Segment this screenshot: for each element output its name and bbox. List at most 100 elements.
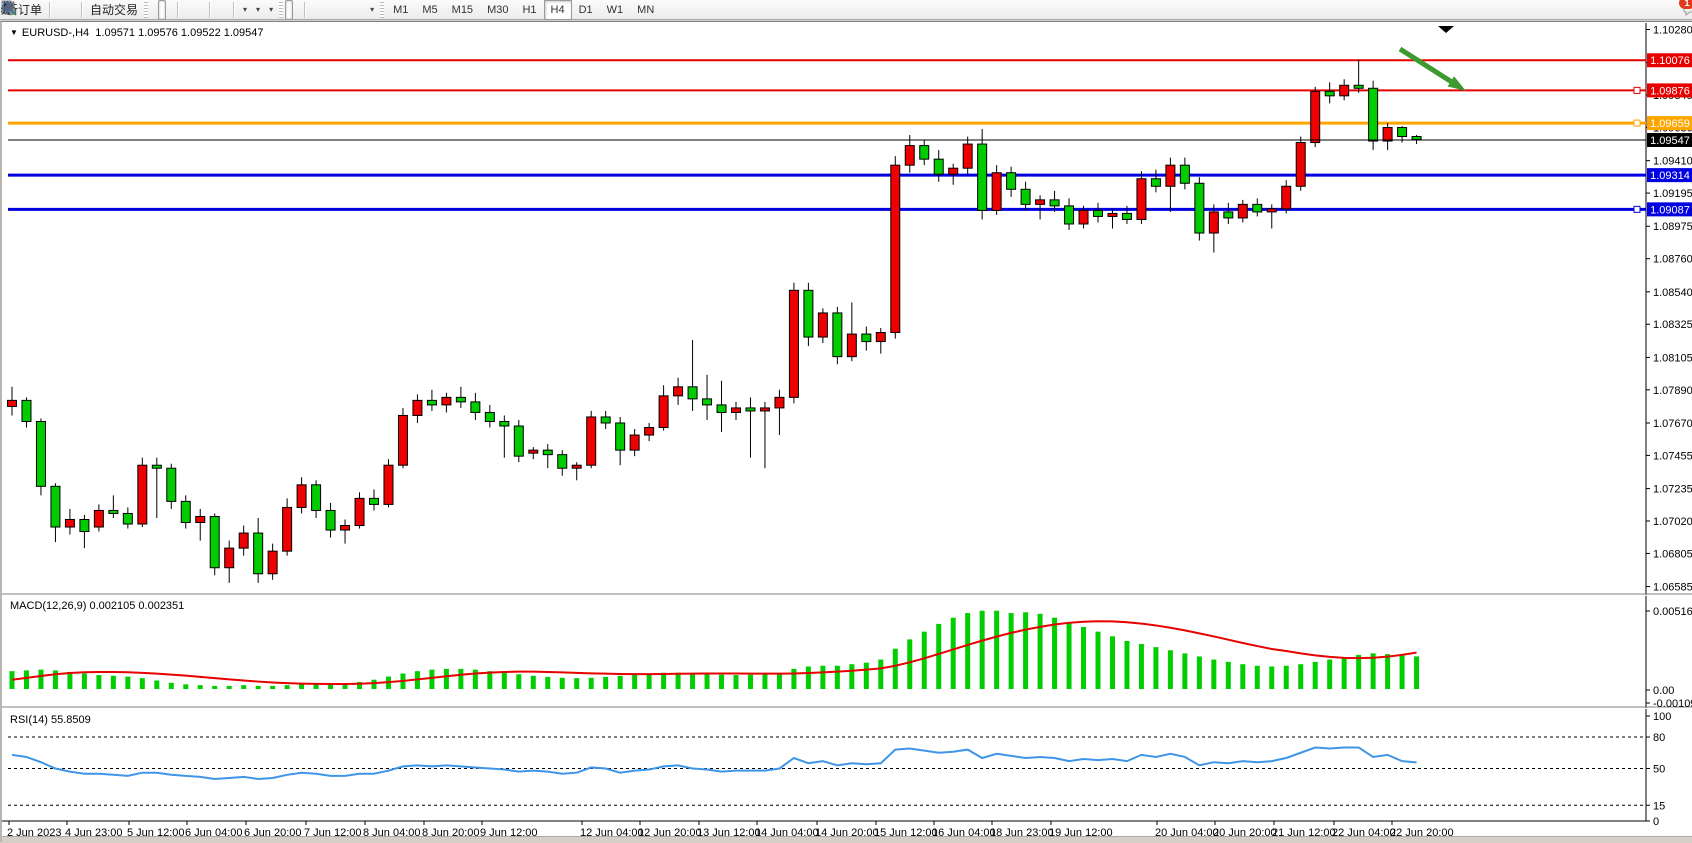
bar-chart-button[interactable]: [150, 0, 158, 20]
macd-bar: [1385, 654, 1390, 689]
macd-bar: [1052, 618, 1057, 689]
macd-bar: [1096, 632, 1101, 689]
candle-body: [152, 465, 161, 468]
autotrade-button[interactable]: 自动交易: [86, 0, 142, 20]
macd-bar: [1124, 641, 1129, 689]
notifications-button[interactable]: 1: [1682, 0, 1690, 20]
macd-bar: [791, 669, 796, 689]
candle-body: [732, 408, 741, 413]
toolbar-separator: [233, 2, 235, 18]
rsi-line: [12, 748, 1417, 780]
candle-body: [384, 465, 393, 504]
candle-body: [1166, 165, 1175, 186]
candle-body: [326, 510, 335, 530]
candle-body: [587, 417, 596, 465]
pane-separator-rsi[interactable]: [2, 707, 1692, 709]
autotrade-label: 自动交易: [90, 1, 138, 18]
timeframe-button-m15[interactable]: M15: [445, 0, 480, 20]
chart-window[interactable]: ▼EURUSD-,H4 1.09571 1.09576 1.09522 1.09…: [0, 21, 1692, 842]
macd-bar: [618, 676, 623, 689]
macd-bar: [1226, 662, 1231, 689]
rsi-indicator-label: RSI(14) 55.8509: [10, 714, 91, 726]
candle-body: [847, 334, 856, 357]
cursor-button[interactable]: [285, 0, 293, 20]
macd-bar: [1211, 660, 1216, 689]
macd-bar: [502, 673, 507, 689]
macd-bar: [1240, 664, 1245, 689]
chart-shift-button[interactable]: [214, 0, 222, 20]
candle-body: [891, 165, 900, 332]
timeframe-button-mn[interactable]: MN: [630, 0, 661, 20]
timeframe-button-h4[interactable]: H4: [544, 0, 572, 20]
candle-body: [1021, 189, 1030, 204]
publish-button[interactable]: [62, 0, 70, 20]
candle-body: [717, 405, 726, 413]
price-tick-label: 1.07235: [1653, 484, 1692, 496]
candle-body: [1036, 200, 1045, 205]
timeframe-button-m1[interactable]: M1: [386, 0, 415, 20]
candle-body: [804, 290, 813, 337]
candle-body: [1195, 183, 1204, 233]
draw-label-button[interactable]: T: [357, 0, 365, 20]
timeframe-button-h1[interactable]: H1: [515, 0, 543, 20]
tile-windows-button[interactable]: [198, 0, 206, 20]
pane-separator-macd[interactable]: [2, 594, 1692, 596]
macd-bar: [1298, 664, 1303, 689]
zoom-in-button[interactable]: [182, 0, 190, 20]
macd-bar: [270, 686, 275, 689]
macd-bar: [1168, 650, 1173, 689]
crosshair-button[interactable]: [293, 0, 301, 20]
hline-handle[interactable]: [1634, 120, 1640, 126]
chart-canvas[interactable]: 1.102801.100601.098451.096301.094101.091…: [2, 22, 1692, 843]
candle-body: [601, 417, 610, 423]
macd-bar: [864, 663, 869, 689]
hline-handle[interactable]: [1634, 87, 1640, 93]
annotation-arrow[interactable]: [1400, 49, 1466, 91]
candle-body: [616, 423, 625, 450]
draw-fibo-button[interactable]: F: [341, 0, 349, 20]
candle-body: [283, 507, 292, 551]
candle-body: [268, 551, 277, 574]
alerts-button[interactable]: [54, 0, 62, 20]
macd-bar: [183, 684, 188, 689]
candle-body: [1007, 173, 1016, 190]
macd-bar: [878, 660, 883, 689]
templates-button[interactable]: ▾: [264, 0, 277, 20]
macd-bar: [140, 678, 145, 689]
macd-bar: [38, 670, 43, 689]
candle-body: [674, 387, 683, 396]
candle-body: [1296, 143, 1305, 187]
draw-hline-button[interactable]: [317, 0, 325, 20]
timeframe-button-m30[interactable]: M30: [480, 0, 515, 20]
draw-text-button[interactable]: A: [349, 0, 357, 20]
macd-bar: [994, 611, 999, 689]
candle-body: [254, 533, 263, 574]
macd-pane[interactable]: 0.0051660.00-0.001095: [10, 606, 1692, 710]
indicators-button[interactable]: ▾: [238, 0, 251, 20]
line-chart-button[interactable]: [166, 0, 174, 20]
draw-trendline-button[interactable]: [325, 0, 333, 20]
hline-handle[interactable]: [1634, 206, 1640, 212]
draw-vline-button[interactable]: [309, 0, 317, 20]
candle-body: [630, 435, 639, 450]
periods-button[interactable]: ▾: [251, 0, 264, 20]
timeframe-button-d1[interactable]: D1: [572, 0, 600, 20]
draw-shapes-button[interactable]: ▾: [365, 0, 378, 20]
candle-body: [934, 159, 943, 174]
draw-channel-button[interactable]: E: [333, 0, 341, 20]
macd-bar: [835, 666, 840, 689]
chart-end-marker-icon[interactable]: [1438, 26, 1454, 33]
macd-bar: [1139, 644, 1144, 689]
macd-bar: [893, 649, 898, 689]
macd-axis-label: 0.005166: [1653, 606, 1692, 618]
macd-bar: [676, 673, 681, 689]
zoom-out-button[interactable]: [190, 0, 198, 20]
candle-body: [22, 400, 31, 421]
timeframe-button-w1[interactable]: W1: [600, 0, 631, 20]
signals-button[interactable]: [70, 0, 78, 20]
auto-scroll-button[interactable]: [222, 0, 230, 20]
timeframe-button-m5[interactable]: M5: [415, 0, 444, 20]
price-badge-label: 1.10076: [1650, 55, 1690, 67]
candle-chart-button[interactable]: [158, 0, 166, 20]
